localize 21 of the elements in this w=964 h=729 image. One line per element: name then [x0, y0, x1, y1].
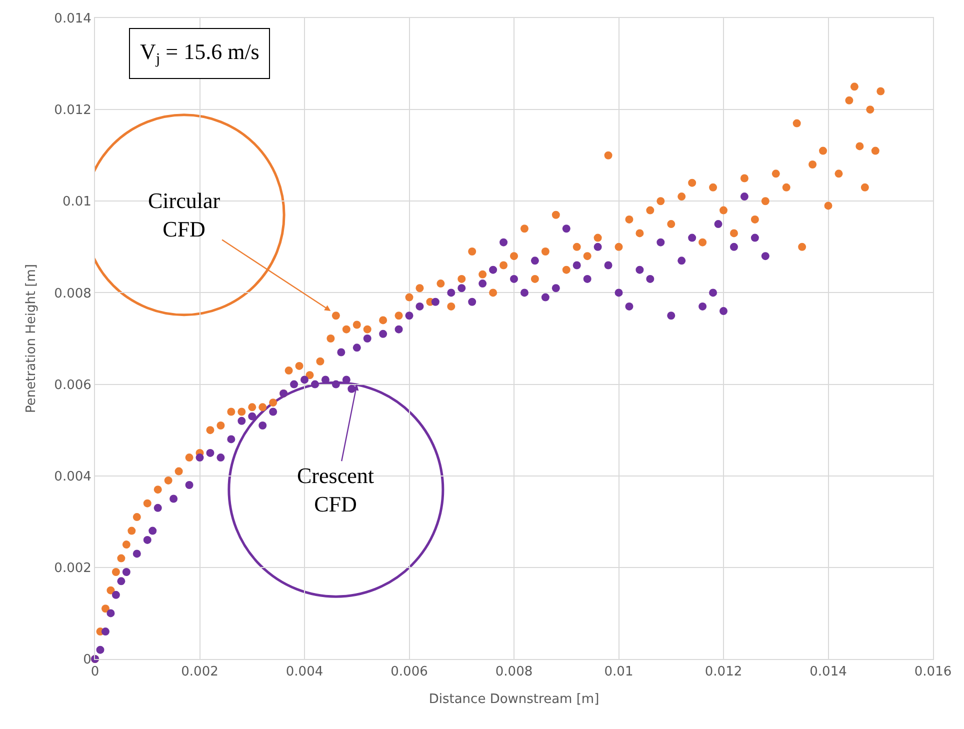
y-tick-label: 0.012	[54, 103, 92, 118]
y-tick-label: 0	[83, 652, 92, 668]
y-tick-label: 0.004	[54, 469, 92, 484]
x-tick-label: 0.008	[495, 664, 533, 680]
x-tick-label: 0.012	[704, 664, 742, 680]
x-tick-label: 0.01	[604, 664, 634, 680]
y-tick-label: 0.006	[54, 378, 92, 393]
x-tick-label: 0.014	[810, 664, 847, 680]
x-tick-label: 0.002	[181, 664, 218, 680]
annotation: V$_{j}$ = 15.6 m/s	[140, 39, 260, 68]
annotation: Circular CFD	[148, 188, 221, 242]
x-tick-label: 0.006	[390, 664, 428, 680]
y-tick-label: 0.01	[62, 194, 92, 210]
annotation: Crescent CFD	[297, 463, 374, 517]
x-axis-title: Distance Downstream [m]	[428, 692, 600, 708]
x-tick-label: 0.016	[914, 664, 952, 680]
y-tick-label: 0.002	[54, 560, 92, 576]
y-axis-title: Penetration Height [m]	[24, 264, 40, 413]
y-tick-label: 0.014	[54, 12, 92, 27]
y-tick-label: 0.008	[54, 286, 92, 302]
x-tick-label: 0.004	[286, 664, 324, 680]
